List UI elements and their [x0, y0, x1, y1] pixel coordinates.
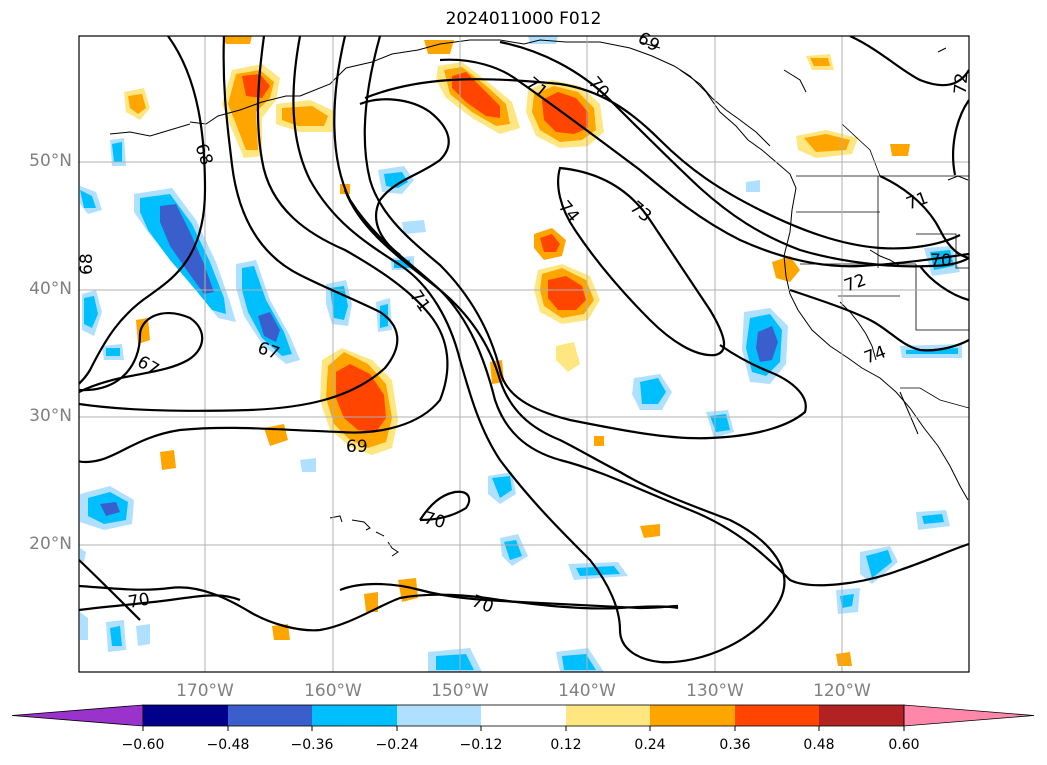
colorbar-tick-label: 0.60 — [888, 737, 920, 753]
negative-anomaly-area — [436, 654, 474, 670]
colorbar — [11, 704, 1035, 731]
positive-anomaly-area — [160, 450, 176, 470]
positive-anomaly-area — [548, 276, 586, 310]
positive-anomaly-area — [594, 436, 604, 446]
negative-anomaly-area — [112, 142, 122, 162]
positive-anomaly-area — [336, 364, 386, 432]
negative-anomaly-area — [242, 266, 292, 356]
lon-label: 170°W — [176, 681, 234, 701]
colorbar-tick-label: 0.12 — [550, 737, 582, 753]
negative-anomaly-area — [136, 624, 150, 646]
lon-label: 120°W — [813, 681, 871, 701]
negative-anomaly-area — [922, 514, 944, 524]
positive-anomaly-area — [804, 134, 850, 152]
negative-anomaly-area — [106, 348, 120, 356]
positive-anomaly-area — [272, 624, 290, 640]
contour-label: 68 — [77, 253, 97, 275]
positive-anomaly-area — [136, 318, 150, 344]
positive-anomaly-area — [772, 256, 800, 282]
colorbar-tick-label: −0.24 — [375, 737, 419, 753]
positive-anomaly-area — [836, 652, 852, 666]
colorbar-segment — [312, 705, 397, 726]
negative-anomaly-area — [160, 204, 214, 294]
positive-anomaly-area — [222, 36, 252, 44]
positive-anomaly-area — [810, 58, 830, 66]
colorbar-segment — [143, 705, 228, 726]
colorbar-extend-max — [903, 704, 1035, 727]
map-area — [79, 36, 969, 672]
negative-anomaly-area — [110, 626, 122, 646]
negative-anomaly-area — [80, 548, 86, 562]
negative-anomaly-area — [640, 378, 666, 404]
colorbar-extend-min — [11, 704, 144, 727]
lon-label: 140°W — [558, 681, 616, 701]
colorbar-segment — [566, 705, 650, 726]
colorbar-frame — [142, 704, 905, 727]
positive-anomaly-area — [890, 144, 910, 156]
positive-anomaly-area — [364, 592, 378, 612]
negative-anomaly-area — [100, 502, 120, 516]
contour-lines — [79, 36, 969, 664]
map-title: 2024011000 F012 — [445, 9, 602, 29]
colorbar-tick-label: −0.60 — [121, 737, 165, 753]
negative-anomaly-area — [84, 296, 98, 328]
positive-anomaly-area — [128, 94, 146, 114]
colorbar-segment — [481, 705, 566, 726]
lon-label: 160°W — [304, 681, 362, 701]
colorbar-ticks — [142, 726, 905, 731]
colorbar-segment — [228, 705, 312, 726]
positive-anomaly-area — [640, 524, 660, 538]
positive-anomaly-area — [242, 74, 270, 98]
colorbar-segment — [650, 705, 735, 726]
negative-anomaly-area — [258, 312, 280, 342]
contour-label: 70 — [127, 589, 152, 612]
colorbar-tick-label: −0.36 — [290, 737, 334, 753]
lon-label: 130°W — [686, 681, 744, 701]
negative-anomaly-area — [80, 612, 88, 640]
colorbar-tick-label: −0.48 — [206, 737, 250, 753]
positive-anomaly-area — [556, 342, 580, 372]
positive-anomaly-area — [452, 72, 500, 118]
lat-label: 30°N — [29, 406, 72, 426]
map-frame — [78, 35, 970, 673]
positive-anomaly-area — [540, 234, 560, 252]
colorbar-tick-label: 0.36 — [719, 737, 751, 753]
colorbar-tick-label: 0.24 — [634, 737, 666, 753]
negative-anomaly-area — [492, 476, 512, 498]
contour-label: 70 — [930, 251, 952, 271]
negative-anomaly-area — [756, 326, 778, 362]
colorbar-segment — [819, 705, 904, 726]
negative-anomaly-area — [300, 458, 316, 472]
lat-label: 40°N — [29, 279, 72, 299]
colorbar-tick-label: −0.12 — [459, 737, 503, 753]
lon-label: 150°W — [431, 681, 489, 701]
contour-label: 69 — [346, 437, 368, 457]
negative-anomaly-area — [866, 550, 892, 578]
contour-label: 72 — [951, 72, 973, 95]
colorbar-tick-label: 0.48 — [803, 737, 835, 753]
lat-label: 50°N — [29, 151, 72, 171]
negative-anomaly-area — [80, 190, 96, 208]
colorbar-segment — [397, 705, 481, 726]
negative-anomaly-area — [840, 594, 854, 608]
negative-anomaly-area — [402, 220, 426, 234]
lat-label: 20°N — [29, 534, 72, 554]
negative-anomaly-area — [384, 172, 408, 188]
colorbar-segment — [735, 705, 819, 726]
negative-anomaly-area — [746, 180, 760, 192]
